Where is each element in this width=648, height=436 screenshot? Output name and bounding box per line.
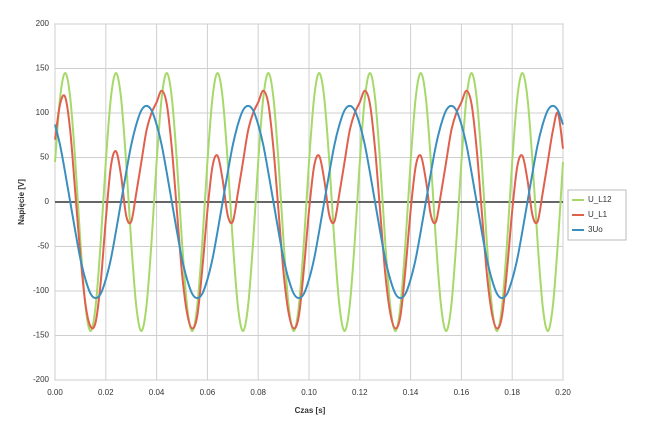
y-tick-label: 50 xyxy=(40,153,49,162)
x-axis-label: Czas [s] xyxy=(295,406,326,415)
x-tick-label: 0.00 xyxy=(47,388,63,397)
y-axis-label: Napięcie [V] xyxy=(17,179,26,225)
x-tick-label: 0.14 xyxy=(403,388,419,397)
legend-label: U_L12 xyxy=(588,195,612,204)
x-tick-label: 0.08 xyxy=(250,388,266,397)
x-tick-label: 0.10 xyxy=(301,388,317,397)
series-line xyxy=(54,71,564,333)
x-tick-label: 0.12 xyxy=(352,388,368,397)
x-tick-label: 0.20 xyxy=(555,388,571,397)
series-line xyxy=(54,89,564,330)
y-tick-label: 100 xyxy=(36,108,50,117)
legend-label: 3Uo xyxy=(588,225,603,234)
y-tick-label: -200 xyxy=(33,375,50,384)
x-tick-label: 0.06 xyxy=(200,388,216,397)
legend-label: U_L1 xyxy=(588,210,608,219)
y-tick-label: -100 xyxy=(33,286,50,295)
x-tick-label: 0.18 xyxy=(504,388,520,397)
y-tick-label: 150 xyxy=(36,64,50,73)
y-tick-label: -150 xyxy=(33,331,50,340)
y-tick-label: 200 xyxy=(36,19,50,28)
x-tick-label: 0.04 xyxy=(149,388,165,397)
y-tick-label: -50 xyxy=(37,242,49,251)
x-tick-label: 0.16 xyxy=(454,388,470,397)
y-tick-label: 0 xyxy=(45,197,50,206)
series-line xyxy=(54,104,564,300)
x-tick-label: 0.02 xyxy=(98,388,114,397)
